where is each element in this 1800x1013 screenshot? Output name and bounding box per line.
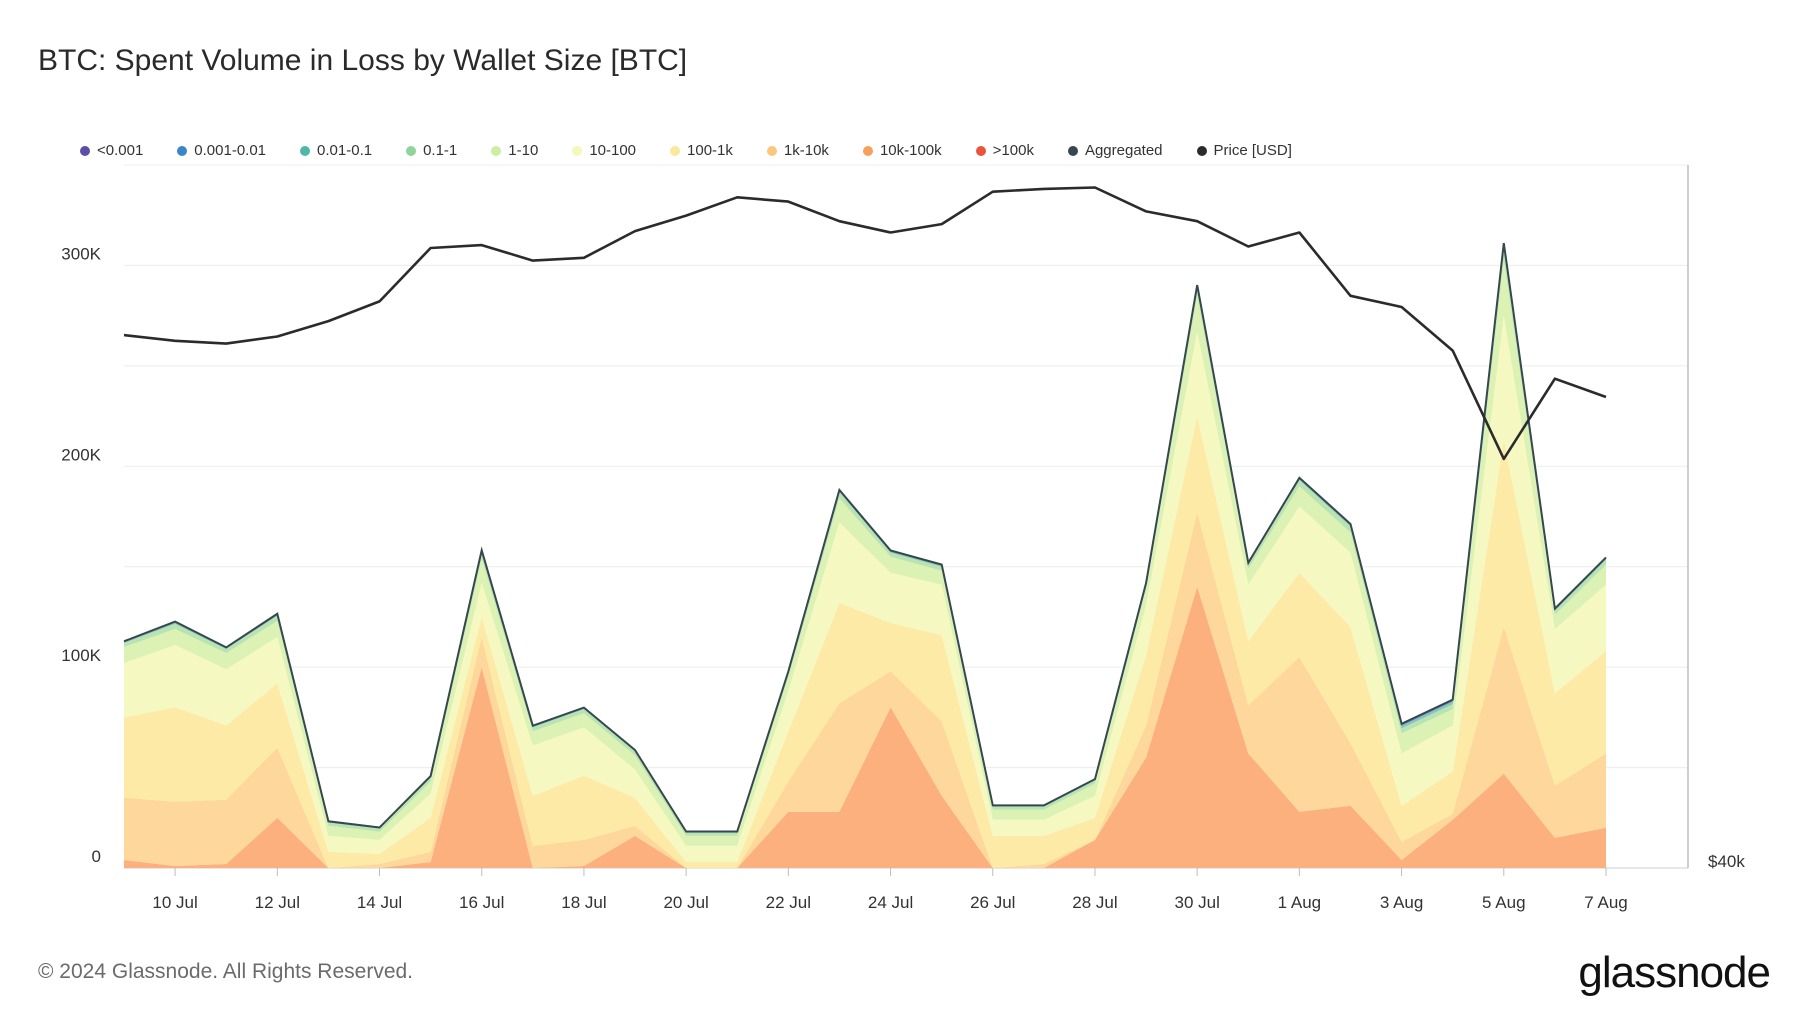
- y-tick-label: 100K: [61, 646, 101, 665]
- legend-dot-icon: [862, 145, 873, 156]
- legend-item[interactable]: 100-1k: [670, 142, 733, 159]
- legend-label: >100k: [992, 142, 1034, 159]
- legend-item[interactable]: 1-10: [491, 142, 538, 159]
- aggregated-series: [123, 242, 1607, 833]
- aggregated-line: [123, 242, 1607, 833]
- x-tick-label: 3 Aug: [1380, 893, 1424, 912]
- copyright-text: © 2024 Glassnode. All Rights Reserved.: [38, 960, 414, 983]
- x-tick-label: 22 Jul: [766, 893, 811, 912]
- legend-label: 0.001-0.01: [194, 142, 267, 159]
- legend-dot-icon: [1067, 145, 1078, 156]
- x-tick-label: 26 Jul: [970, 893, 1015, 912]
- x-tick-label: 30 Jul: [1174, 893, 1219, 912]
- x-tick-label: 1 Aug: [1278, 893, 1322, 912]
- legend-label: 0.01-0.1: [317, 142, 373, 159]
- y-tick-label: 200K: [61, 445, 101, 464]
- x-tick-label: 7 Aug: [1584, 893, 1628, 912]
- legend-label: Price [USD]: [1213, 142, 1292, 159]
- legend-dot-icon: [975, 145, 986, 156]
- legend-label: 1-10: [508, 142, 539, 159]
- legend-dot-icon: [572, 145, 583, 156]
- y-tick-label: 300K: [61, 244, 101, 263]
- legend-item[interactable]: 0.001-0.01: [177, 142, 266, 159]
- legend-dot-icon: [670, 145, 681, 156]
- legend-item[interactable]: 0.1-1: [406, 142, 457, 159]
- x-tick-label: 5 Aug: [1482, 893, 1526, 912]
- x-tick-label: 14 Jul: [357, 893, 402, 912]
- area-100-1k: [124, 416, 1606, 868]
- x-tick-label: 16 Jul: [459, 893, 504, 912]
- legend-label: 10-100: [589, 142, 637, 159]
- x-tick-label: 20 Jul: [663, 893, 708, 912]
- legend-dot-icon: [300, 145, 311, 156]
- price-line: [123, 186, 1607, 461]
- legend-item[interactable]: 1k-10k: [766, 142, 829, 159]
- legend-label: <0.001: [97, 142, 144, 159]
- chart-title: BTC: Spent Volume in Loss by Wallet Size…: [38, 44, 688, 77]
- legend-dot-icon: [491, 145, 502, 156]
- legend-item[interactable]: 10k-100k: [862, 142, 942, 159]
- x-tick-label: 12 Jul: [255, 893, 300, 912]
- legend-dot-icon: [766, 145, 777, 156]
- x-tick-label: 24 Jul: [868, 893, 913, 912]
- legend-label: 1k-10k: [783, 142, 829, 159]
- legend-item[interactable]: Aggregated: [1067, 142, 1163, 159]
- area-10k-100k: [124, 586, 1606, 868]
- legend-label: 10k-100k: [879, 142, 942, 159]
- legend-label: Aggregated: [1084, 142, 1163, 159]
- legend-item[interactable]: 0.01-0.1: [300, 142, 372, 159]
- legend-dot-icon: [1196, 145, 1207, 156]
- y2-tick-label: $40k: [1708, 852, 1745, 871]
- glassnode-logo: glassnode: [1578, 948, 1771, 997]
- legend-dot-icon: [80, 145, 90, 156]
- legend-item[interactable]: >100k: [975, 142, 1034, 159]
- x-tick-label: 10 Jul: [152, 893, 197, 912]
- legend-label: 0.1-1: [423, 142, 458, 159]
- chart-legend: <0.001 0.001-0.01 0.01-0.1 0.1-1 1-10 10-100 1…: [80, 142, 1326, 159]
- price-series: [123, 186, 1607, 461]
- legend-dot-icon: [406, 145, 417, 156]
- legend-item[interactable]: 10-100: [572, 142, 636, 159]
- x-tick-label: 28 Jul: [1072, 893, 1117, 912]
- y-tick-label: 0: [92, 847, 101, 866]
- area-series: [124, 243, 1606, 868]
- area-10-100: [124, 315, 1606, 863]
- legend-item[interactable]: <0.001: [80, 142, 143, 159]
- x-tick-label: 18 Jul: [561, 893, 606, 912]
- axes: 0 100K 200K 300K $40k 10 Jul 12 Jul 14 Jul 16 Ju…: [61, 244, 1745, 912]
- legend-dot-icon: [177, 145, 188, 156]
- legend-item[interactable]: Price [USD]: [1196, 142, 1292, 159]
- area-1k-10k: [124, 512, 1606, 868]
- legend-label: 100-1k: [687, 142, 733, 159]
